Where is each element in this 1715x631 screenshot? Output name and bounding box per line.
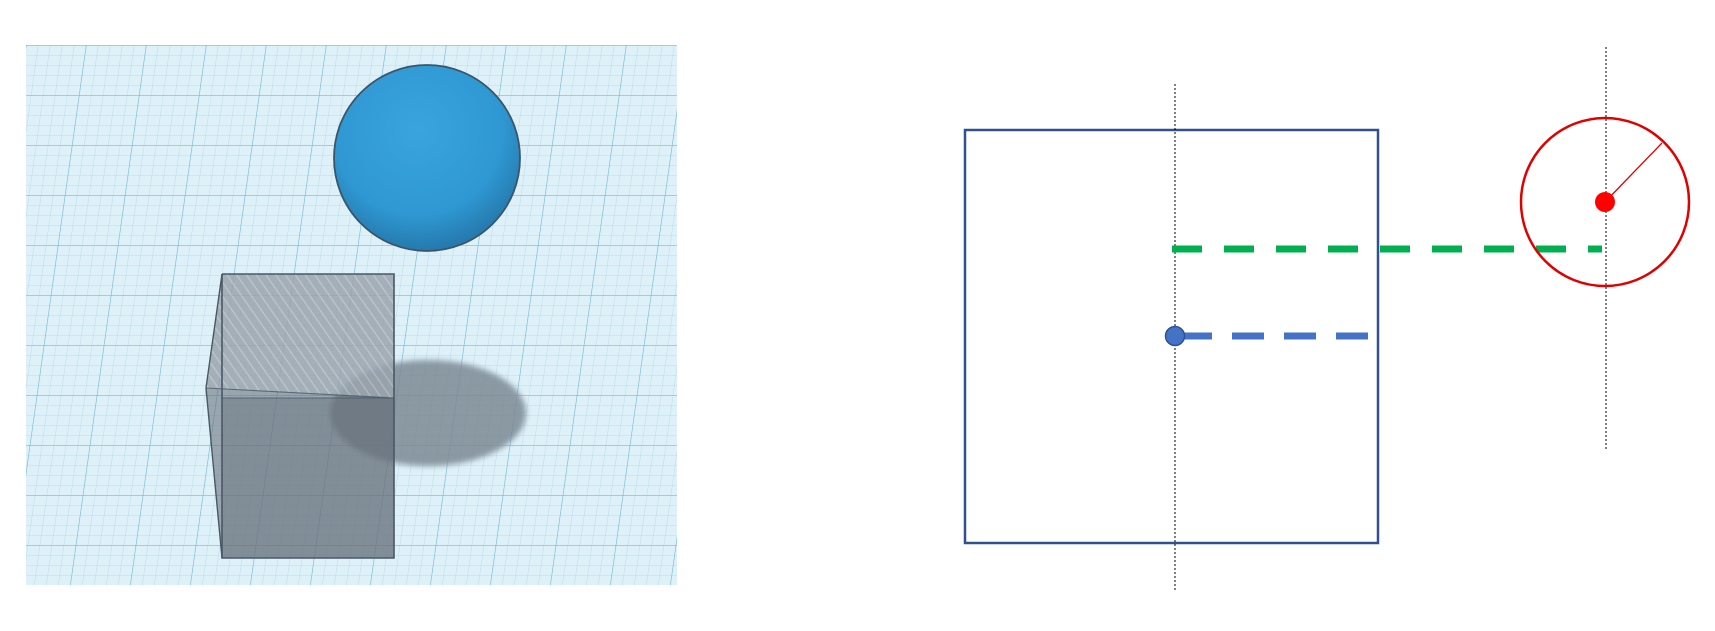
sphere xyxy=(333,64,521,252)
3d-scene-view xyxy=(26,45,677,585)
red-point xyxy=(1595,192,1615,212)
radius-line xyxy=(1604,142,1663,203)
red-circle xyxy=(1519,116,1691,288)
3d-scene-svg xyxy=(26,45,677,585)
blue-point xyxy=(1164,325,1186,347)
square xyxy=(963,128,1380,545)
transparent-box xyxy=(205,273,395,559)
